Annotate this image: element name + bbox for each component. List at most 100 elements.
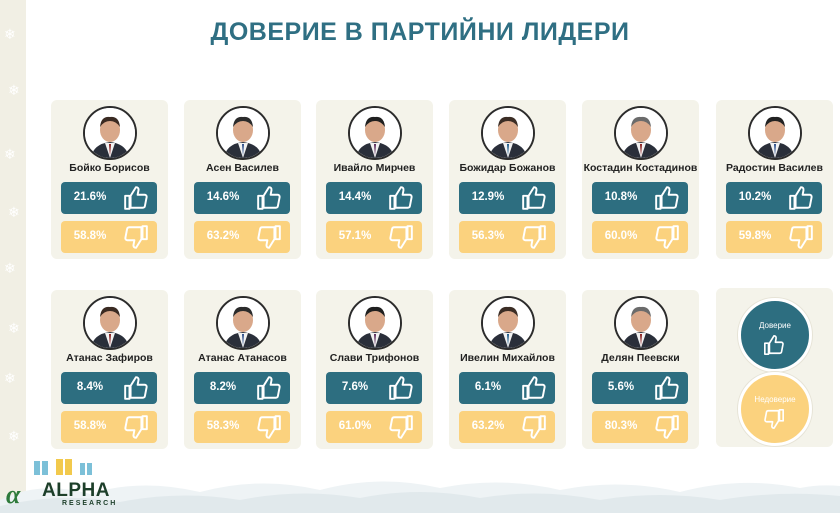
thumbs-up-icon (521, 375, 547, 406)
leader-name: Радостин Василев (726, 162, 823, 174)
leader-photo (613, 296, 668, 350)
logo-word: ALPHA (42, 480, 110, 501)
distrust-value: 56.3% (471, 230, 505, 242)
leader-card: Бойко Борисов 21.6% 58.8% (51, 100, 168, 259)
leader-photo (613, 106, 668, 160)
snowflake-icon: ❄ (4, 27, 16, 43)
legend-distrust-label: Недоверие (754, 395, 796, 404)
distrust-value: 58.8% (73, 420, 107, 432)
snowflake-icon: ❄ (8, 321, 20, 337)
leader-name: Бойко Борисов (69, 162, 150, 174)
thumbs-up-icon (123, 375, 149, 406)
snowflake-icon: ❄ (4, 147, 16, 163)
trust-bar: 6.1% (459, 372, 555, 404)
leader-name: Слави Трифонов (329, 352, 420, 364)
leader-card: Костадин Костадинов 10.8% 60.0% (582, 100, 699, 259)
distrust-bar: 58.8% (61, 221, 157, 253)
trust-bar: 7.6% (326, 372, 422, 404)
snowflake-icon: ❄ (4, 371, 16, 387)
legend-distrust: Недоверие (738, 372, 812, 446)
trust-bar: 8.2% (194, 372, 290, 404)
leader-name: Ивайло Мирчев (333, 162, 416, 174)
thumbs-up-icon (654, 375, 680, 406)
trust-value: 6.1% (474, 381, 502, 393)
thumbs-down-icon (788, 224, 814, 255)
distrust-value: 60.0% (604, 230, 638, 242)
leader-photo (82, 106, 137, 160)
trust-bar: 5.6% (592, 372, 688, 404)
leader-name: Атанас Зафиров (66, 352, 153, 364)
trust-value: 8.2% (209, 381, 237, 393)
distrust-bar: 80.3% (592, 411, 688, 443)
thumbs-up-icon (123, 185, 149, 216)
thumbs-up-icon (521, 185, 547, 216)
thumbs-up-icon (654, 185, 680, 216)
thumbs-up-icon (256, 185, 282, 216)
leader-name: Божидар Божанов (459, 162, 556, 174)
distrust-value: 63.2% (206, 230, 240, 242)
trust-value: 7.6% (341, 381, 369, 393)
decorative-strip (0, 0, 26, 513)
leader-photo (747, 106, 802, 160)
leader-photo (347, 106, 402, 160)
thumbs-down-icon (256, 414, 282, 445)
distrust-bar: 58.3% (194, 411, 290, 443)
legend-trust: Доверие (738, 298, 812, 372)
distrust-value: 59.8% (738, 230, 772, 242)
thumbs-down-icon (388, 414, 414, 445)
page-title: ДОВЕРИЕ В ПАРТИЙНИ ЛИДЕРИ (210, 18, 630, 46)
thumbs-down-icon (654, 224, 680, 255)
trust-bar: 10.2% (726, 182, 822, 214)
distrust-bar: 58.8% (61, 411, 157, 443)
logo-mark: α (6, 480, 21, 509)
thumbs-up-icon (388, 185, 414, 216)
logo-sub: RESEARCH (62, 500, 118, 507)
leader-card: Атанас Атанасов 8.2% 58.3% (184, 290, 301, 449)
leader-name: Атанас Атанасов (198, 352, 287, 364)
leader-card: Ивайло Мирчев 14.4% 57.1% (316, 100, 433, 259)
snowflake-icon: ❄ (4, 261, 16, 277)
thumbs-down-icon (763, 408, 785, 435)
leader-photo (215, 296, 270, 350)
legend: Доверие Недоверие (716, 288, 833, 447)
distrust-value: 63.2% (471, 420, 505, 432)
distrust-bar: 56.3% (459, 221, 555, 253)
distrust-bar: 63.2% (194, 221, 290, 253)
leader-card: Слави Трифонов 7.6% 61.0% (316, 290, 433, 449)
leader-photo (480, 106, 535, 160)
snowflake-icon: ❄ (8, 429, 20, 445)
distrust-bar: 63.2% (459, 411, 555, 443)
trust-value: 21.6% (73, 191, 107, 203)
leader-photo (347, 296, 402, 350)
thumbs-up-icon (388, 375, 414, 406)
trust-value: 14.4% (338, 191, 372, 203)
trust-bar: 12.9% (459, 182, 555, 214)
trust-value: 10.2% (738, 191, 772, 203)
snowflake-icon: ❄ (8, 205, 20, 221)
thumbs-down-icon (256, 224, 282, 255)
thumbs-down-icon (521, 224, 547, 255)
alpha-research-logo: α ALPHA RESEARCH (4, 476, 144, 512)
thumbs-up-icon (788, 185, 814, 216)
trust-bar: 10.8% (592, 182, 688, 214)
leader-photo (480, 296, 535, 350)
distrust-bar: 59.8% (726, 221, 822, 253)
distrust-value: 58.3% (206, 420, 240, 432)
distrust-bar: 61.0% (326, 411, 422, 443)
trust-bar: 21.6% (61, 182, 157, 214)
distrust-value: 80.3% (604, 420, 638, 432)
snowflake-icon: ❄ (8, 83, 20, 99)
trust-bar: 14.6% (194, 182, 290, 214)
trust-value: 8.4% (76, 381, 104, 393)
leader-name: Костадин Костадинов (583, 162, 698, 174)
thumbs-down-icon (654, 414, 680, 445)
thumbs-down-icon (123, 224, 149, 255)
thumbs-up-icon (256, 375, 282, 406)
leader-card: Атанас Зафиров 8.4% 58.8% (51, 290, 168, 449)
distrust-value: 61.0% (338, 420, 372, 432)
leader-card: Радостин Василев 10.2% 59.8% (716, 100, 833, 259)
thumbs-down-icon (521, 414, 547, 445)
trust-value: 14.6% (206, 191, 240, 203)
thumbs-up-icon (763, 334, 785, 361)
trust-value: 10.8% (604, 191, 638, 203)
